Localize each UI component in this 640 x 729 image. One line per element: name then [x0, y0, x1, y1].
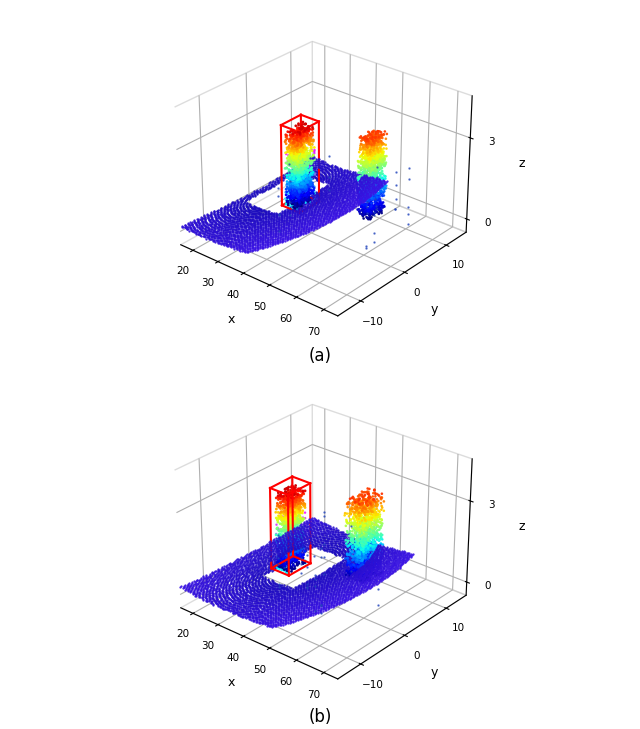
X-axis label: x: x	[227, 676, 235, 689]
Y-axis label: y: y	[431, 666, 438, 679]
Y-axis label: y: y	[431, 303, 438, 316]
Text: (b): (b)	[308, 708, 332, 725]
X-axis label: x: x	[227, 313, 235, 326]
Text: (a): (a)	[308, 347, 332, 364]
